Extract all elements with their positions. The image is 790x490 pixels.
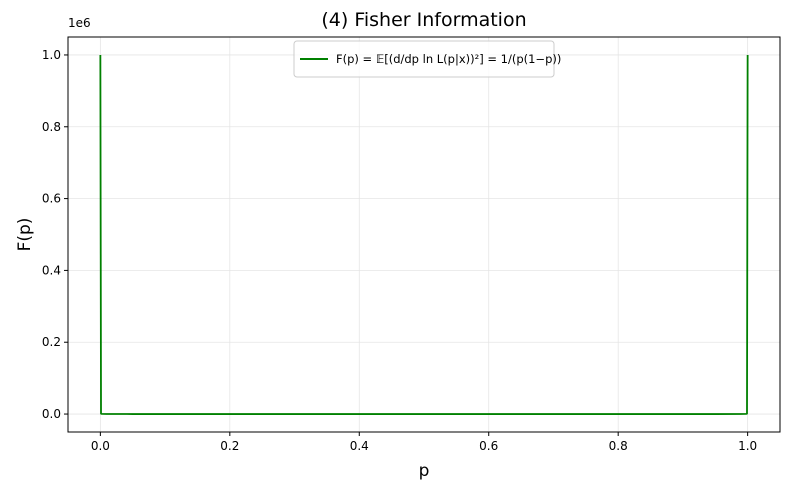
y-tick-label: 0.2 — [42, 335, 61, 349]
legend-label: F(p) = 𝔼[(d/dp ln L(p|x))²] = 1/(p(1−p)) — [336, 52, 561, 66]
x-axis-label: p — [419, 461, 430, 481]
plot-area-frame — [67, 36, 781, 433]
x-tick-label: 0.2 — [220, 439, 239, 453]
y-axis-offset-label: 1e6 — [68, 16, 91, 30]
x-tick-label: 0.8 — [609, 439, 628, 453]
series-layer — [99, 54, 749, 415]
y-tick-label: 0.4 — [42, 263, 61, 277]
y-tick-label: 0.6 — [42, 192, 61, 206]
x-tick-label: 0.6 — [479, 439, 498, 453]
x-tick-label: 0.0 — [91, 439, 110, 453]
x-tick-label: 1.0 — [738, 439, 757, 453]
y-tick-label: 1.0 — [42, 48, 61, 62]
y-axis-label: F(p) — [15, 218, 35, 252]
series-line — [99, 54, 749, 415]
tick-layer: 0.0 0.2 0.4 0.6 0.8 1.0 0.0 0.2 0.4 0.6 0.8 1.0 — [42, 48, 757, 453]
legend-box — [293, 40, 555, 78]
y-tick-label: 0.0 — [42, 407, 61, 421]
x-tick-label: 0.4 — [350, 439, 369, 453]
legend: F(p) = 𝔼[(d/dp ln L(p|x))²] = 1/(p(1−p)) — [293, 40, 561, 78]
y-tick-label: 0.8 — [42, 120, 61, 134]
chart-title: (4) Fisher Information — [321, 9, 526, 31]
